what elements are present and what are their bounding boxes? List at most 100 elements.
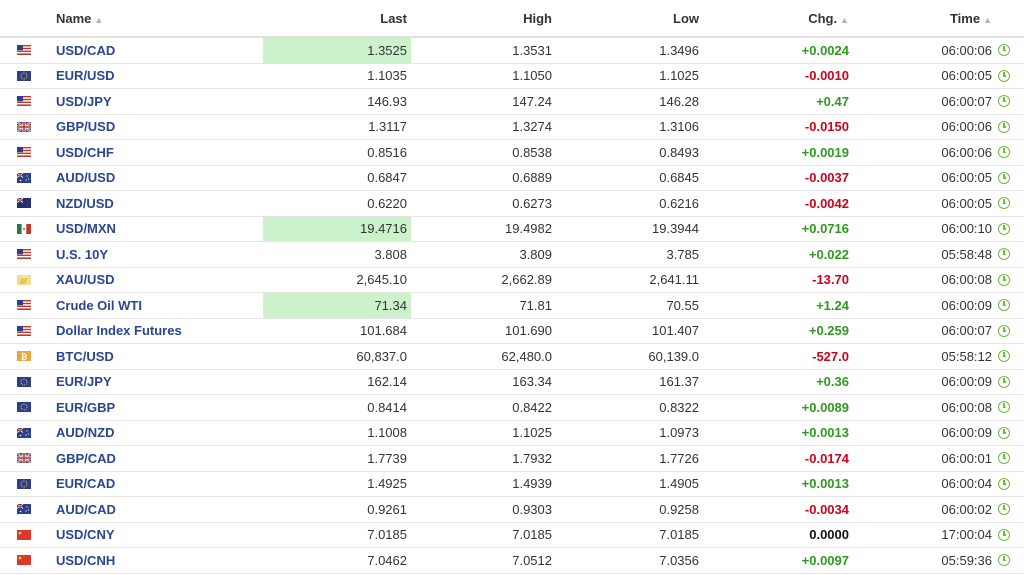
- low-price: 101.407: [652, 323, 699, 339]
- table-row: GBP/USD 1.3117 1.3274 1.3106 -0.0150 06:00:06: [0, 115, 1024, 140]
- change-value: -0.0150: [804, 119, 849, 135]
- clock-icon-shape: [998, 273, 1010, 286]
- time-value: 06:00:06: [941, 144, 992, 160]
- instrument-link[interactable]: EUR/JPY: [56, 374, 112, 390]
- clock-icon: [998, 273, 1024, 286]
- instrument-name[interactable]: EUR/JPY: [46, 374, 263, 389]
- sort-icon[interactable]: ▲︎: [94, 14, 104, 25]
- clock-icon: [998, 248, 1024, 261]
- instrument-name[interactable]: EUR/CAD: [46, 476, 263, 491]
- high-price: 62,480.0: [501, 348, 552, 364]
- low-price: 1.1025: [659, 68, 699, 84]
- instrument-name[interactable]: EUR/GBP: [46, 400, 263, 415]
- instrument-name[interactable]: USD/MXN: [46, 221, 263, 236]
- clock-icon: [998, 95, 1024, 108]
- instrument-link[interactable]: Crude Oil WTI: [56, 297, 142, 313]
- instrument-name[interactable]: U.S. 10Y: [46, 247, 263, 262]
- sort-icon[interactable]: ▲︎: [840, 14, 849, 25]
- instrument-name[interactable]: GBP/USD: [46, 119, 263, 134]
- instrument-name[interactable]: AUD/USD: [46, 170, 263, 185]
- instrument-name[interactable]: USD/CAD: [46, 43, 263, 58]
- high-price: 19.4982: [505, 221, 552, 237]
- instrument-name[interactable]: BTC/USD: [46, 349, 263, 364]
- last-price: 1.1008: [367, 425, 407, 441]
- high-price: 0.6889: [512, 170, 552, 186]
- instrument-link[interactable]: USD/CNH: [56, 552, 116, 568]
- instrument-name[interactable]: USD/CNY: [46, 527, 263, 542]
- us-flag-icon: [0, 45, 46, 56]
- instrument-link[interactable]: BTC/USD: [56, 348, 114, 364]
- clock-icon-shape: [998, 503, 1010, 516]
- time-value: 06:00:10: [941, 221, 992, 237]
- low-price: 7.0185: [659, 527, 699, 543]
- time-value: 06:00:05: [941, 68, 992, 84]
- instrument-link[interactable]: USD/MXN: [56, 221, 116, 237]
- instrument-name[interactable]: EUR/USD: [46, 68, 263, 83]
- instrument-link[interactable]: USD/JPY: [56, 93, 112, 109]
- time-value: 06:00:09: [941, 425, 992, 441]
- instrument-name[interactable]: XAU/USD: [46, 272, 263, 287]
- instrument-link[interactable]: AUD/USD: [56, 170, 116, 186]
- header-name[interactable]: Name ▲︎: [46, 11, 263, 26]
- instrument-link[interactable]: USD/CHF: [56, 144, 114, 160]
- change-value: -13.70: [812, 272, 849, 288]
- low-price: 19.3944: [652, 221, 699, 237]
- instrument-link[interactable]: EUR/GBP: [56, 399, 116, 415]
- instrument-link[interactable]: USD/CAD: [56, 42, 116, 58]
- instrument-link[interactable]: XAU/USD: [56, 272, 115, 288]
- instrument-name[interactable]: USD/CHF: [46, 145, 263, 160]
- last-price: 0.6847: [367, 170, 407, 186]
- instrument-name[interactable]: Crude Oil WTI: [46, 298, 263, 313]
- low-price: 70.55: [666, 297, 699, 313]
- low-price: 0.9258: [659, 501, 699, 517]
- clock-icon: [998, 350, 1024, 363]
- instrument-link[interactable]: U.S. 10Y: [56, 246, 109, 262]
- table-row: EUR/JPY 162.14 163.34 161.37 +0.36 06:00:09: [0, 370, 1024, 395]
- change-value: +0.0097: [801, 552, 849, 568]
- last-price: 3.808: [374, 246, 407, 262]
- clock-icon-shape: [998, 426, 1010, 439]
- instrument-link[interactable]: USD/CNY: [56, 527, 115, 543]
- high-price: 71.81: [519, 297, 552, 313]
- instrument-name[interactable]: NZD/USD: [46, 196, 263, 211]
- instrument-link[interactable]: GBP/USD: [56, 119, 116, 135]
- instrument-link[interactable]: NZD/USD: [56, 195, 114, 211]
- time-value: 06:00:09: [941, 297, 992, 313]
- instrument-name[interactable]: GBP/CAD: [46, 451, 263, 466]
- clock-icon: [998, 171, 1024, 184]
- clock-icon: [998, 324, 1024, 337]
- time-value: 06:00:02: [941, 501, 992, 517]
- instrument-name[interactable]: Dollar Index Futures: [46, 323, 263, 338]
- change-value: +0.259: [808, 323, 849, 339]
- gold-flag-icon: [0, 274, 46, 285]
- header-low-label: Low: [673, 10, 699, 26]
- time-value: 06:00:08: [941, 272, 992, 288]
- header-name-label: Name: [56, 10, 92, 26]
- sort-icon[interactable]: ▲︎: [983, 14, 992, 25]
- instrument-name[interactable]: USD/JPY: [46, 94, 263, 109]
- instrument-name[interactable]: AUD/NZD: [46, 425, 263, 440]
- instrument-link[interactable]: AUD/NZD: [56, 425, 115, 441]
- clock-icon-shape: [998, 401, 1010, 414]
- instrument-link[interactable]: EUR/CAD: [56, 476, 116, 492]
- low-price: 0.6216: [659, 195, 699, 211]
- instrument-link[interactable]: GBP/CAD: [56, 450, 116, 466]
- high-price: 0.8422: [512, 399, 552, 415]
- instrument-name[interactable]: USD/CNH: [46, 553, 263, 568]
- clock-icon: [998, 503, 1024, 516]
- header-chg[interactable]: Chg. ▲︎: [707, 11, 849, 26]
- instrument-link[interactable]: EUR/USD: [56, 68, 115, 84]
- instrument-name[interactable]: AUD/CAD: [46, 502, 263, 517]
- cn-flag-icon: [0, 529, 46, 540]
- table-row: AUD/CAD 0.9261 0.9303 0.9258 -0.0034 06:00:02: [0, 497, 1024, 523]
- time-value: 06:00:09: [941, 374, 992, 390]
- high-price: 101.690: [505, 323, 552, 339]
- clock-icon: [998, 375, 1024, 388]
- high-price: 7.0185: [512, 527, 552, 543]
- instrument-link[interactable]: Dollar Index Futures: [56, 323, 182, 339]
- header-time[interactable]: Time ▲︎: [849, 11, 998, 26]
- clock-icon: [998, 426, 1024, 439]
- last-price: 0.9261: [367, 501, 407, 517]
- time-value: 06:00:01: [941, 450, 992, 466]
- instrument-link[interactable]: AUD/CAD: [56, 501, 116, 517]
